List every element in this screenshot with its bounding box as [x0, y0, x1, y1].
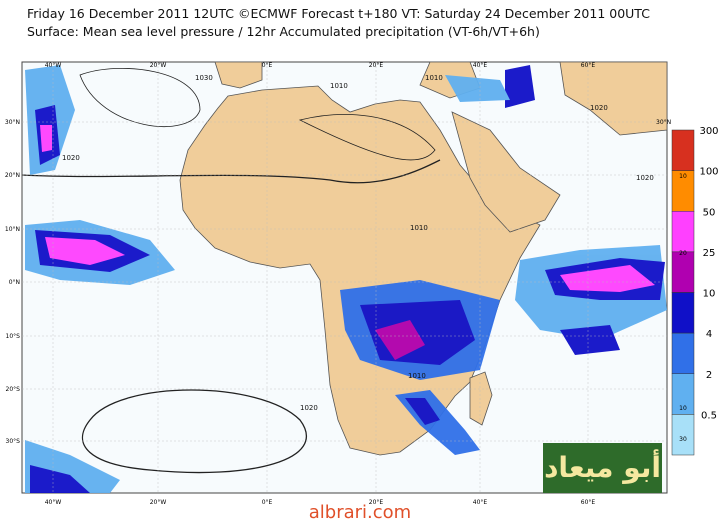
subtitle: Surface: Mean sea level pressure / 12hr …	[27, 24, 540, 39]
lon-label: 20°W	[150, 499, 167, 506]
lon-label: 0°E	[262, 499, 273, 506]
legend-inner-label: 10	[679, 173, 687, 180]
lat-label: 30°S	[6, 438, 21, 445]
lon-label: 0°E	[262, 62, 273, 69]
legend-inner-label: 10	[679, 405, 687, 412]
isobar-label: 1010	[330, 82, 348, 90]
watermark: أبو ميعاد	[543, 443, 662, 493]
legend-label: 10	[703, 289, 716, 300]
legend-label: 0.5	[701, 410, 717, 421]
lon-label: 20°W	[150, 62, 167, 69]
lon-label: 60°E	[581, 499, 596, 506]
isobar-label: 1020	[62, 154, 80, 162]
legend-label: 25	[703, 248, 716, 259]
precipitation	[25, 65, 667, 493]
lon-label: 40°W	[45, 62, 62, 69]
legend-swatch	[671, 414, 695, 456]
lat-label: 10°S	[6, 333, 21, 340]
isobar-label: 1010	[425, 74, 443, 82]
legend-label: 100	[699, 167, 718, 178]
isobars	[21, 68, 441, 474]
isobar-label: 1010	[408, 372, 426, 380]
lon-label: 40°W	[45, 499, 62, 506]
lat-label: 20°N	[5, 172, 20, 179]
lat-label: 30°N	[5, 119, 20, 126]
isobar-label: 1020	[636, 174, 654, 182]
lon-label: 20°E	[369, 499, 384, 506]
lon-label: 40°E	[473, 62, 488, 69]
legend-inner-label: 20	[679, 250, 687, 257]
lat-label: 10°N	[5, 226, 20, 233]
isobar-label: 1020	[590, 104, 608, 112]
legend-label: 300	[699, 126, 718, 137]
legend-swatch	[671, 211, 695, 253]
isobar-label: 1010	[410, 224, 428, 232]
legend-inner-label: 30	[679, 436, 687, 443]
isobar-label: 1020	[300, 404, 318, 412]
title: Friday 16 December 2011 12UTC ©ECMWF For…	[27, 6, 650, 21]
lat-label: 20°S	[6, 386, 21, 393]
lat-label: 30°N	[656, 119, 671, 126]
legend-label: 2	[706, 370, 712, 381]
legend-label: 50	[703, 207, 716, 218]
legend-label: 4	[706, 329, 712, 340]
isobar-label: 1030	[195, 74, 213, 82]
lon-label: 20°E	[369, 62, 384, 69]
legend-swatch	[671, 292, 695, 334]
legend-swatch	[671, 332, 695, 374]
lon-label: 60°E	[581, 62, 596, 69]
legend-swatch	[671, 129, 695, 171]
lon-label: 40°E	[473, 499, 488, 506]
lat-label: 0°N	[9, 279, 20, 286]
legend-swatch	[671, 251, 695, 293]
site-name: albrari.com	[308, 502, 412, 522]
